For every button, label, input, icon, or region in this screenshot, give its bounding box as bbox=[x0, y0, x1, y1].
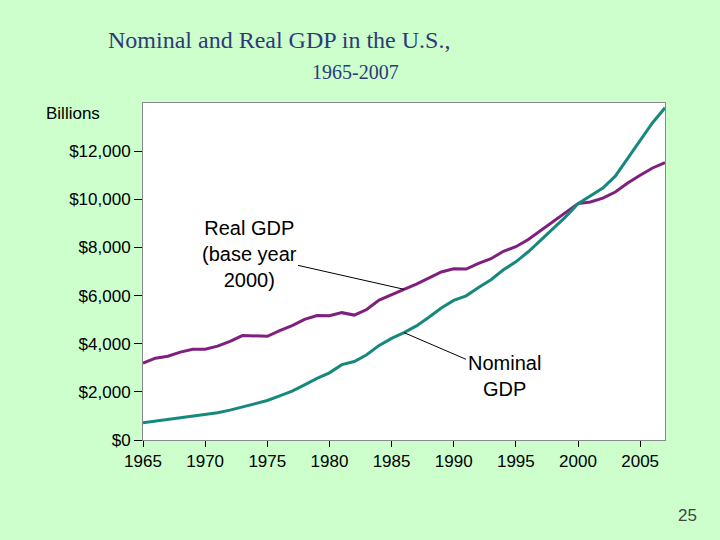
svg-text:$12,000: $12,000 bbox=[69, 142, 130, 161]
svg-text:1975: 1975 bbox=[248, 452, 286, 471]
svg-text:1985: 1985 bbox=[373, 452, 411, 471]
svg-text:1965-2007: 1965-2007 bbox=[312, 61, 399, 83]
svg-text:1980: 1980 bbox=[311, 452, 349, 471]
svg-text:$6,000: $6,000 bbox=[79, 287, 131, 306]
svg-text:25: 25 bbox=[678, 506, 697, 525]
svg-text:1970: 1970 bbox=[186, 452, 224, 471]
svg-text:Billions: Billions bbox=[46, 104, 100, 123]
svg-text:$2,000: $2,000 bbox=[79, 383, 131, 402]
svg-text:Real GDP(base year2000): Real GDP(base year2000) bbox=[202, 217, 297, 291]
svg-text:$0: $0 bbox=[112, 431, 131, 450]
svg-text:NominalGDP: NominalGDP bbox=[468, 352, 541, 400]
svg-text:2000: 2000 bbox=[559, 452, 597, 471]
svg-text:1990: 1990 bbox=[435, 452, 473, 471]
svg-text:1965: 1965 bbox=[124, 452, 162, 471]
svg-text:$8,000: $8,000 bbox=[79, 238, 131, 257]
svg-text:Nominal and Real GDP in the U.: Nominal and Real GDP in the U.S., bbox=[108, 27, 450, 53]
svg-text:2005: 2005 bbox=[621, 452, 659, 471]
svg-text:$10,000: $10,000 bbox=[69, 190, 130, 209]
svg-text:$4,000: $4,000 bbox=[79, 335, 131, 354]
svg-text:1995: 1995 bbox=[497, 452, 535, 471]
